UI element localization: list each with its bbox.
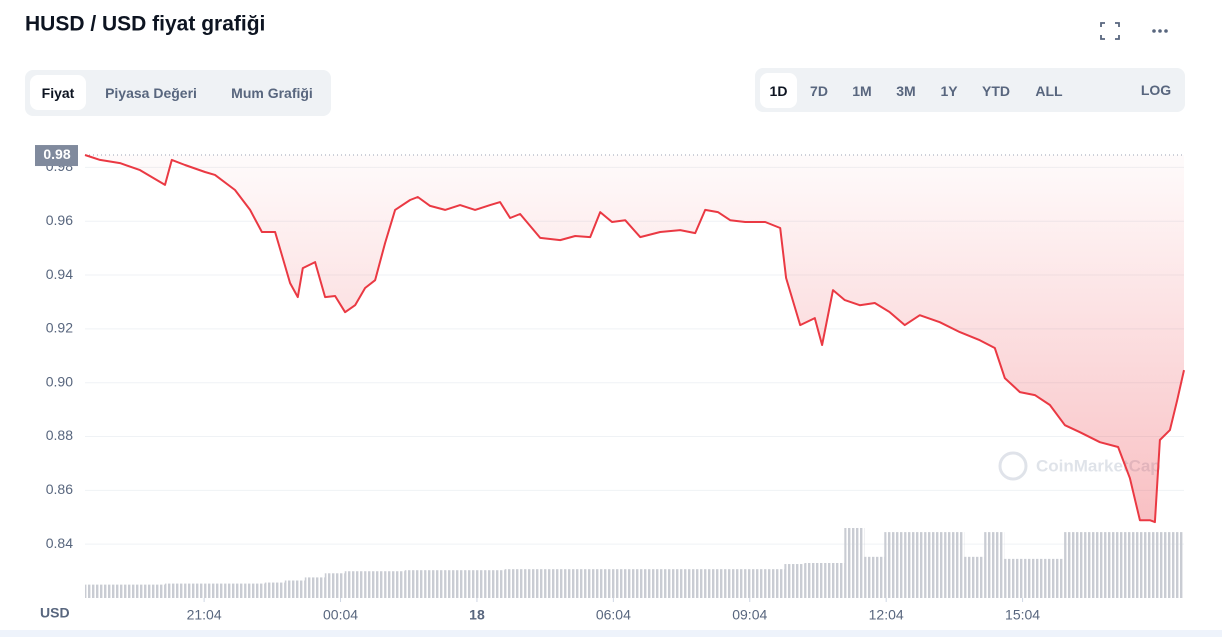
x-tick-label: 15:04 bbox=[1005, 607, 1040, 623]
volume-bar bbox=[244, 583, 265, 598]
navigator-strip bbox=[0, 630, 1222, 637]
reference-label: 0.98 bbox=[43, 146, 70, 162]
volume-bar bbox=[924, 532, 945, 598]
volume-bar bbox=[324, 573, 345, 598]
tab[interactable]: Fiyat bbox=[30, 75, 86, 110]
y-tick-label: 0.94 bbox=[46, 266, 73, 282]
range-button[interactable]: YTD bbox=[982, 82, 1010, 99]
volume-bar bbox=[304, 577, 325, 598]
tab[interactable]: Mum Grafiği bbox=[231, 84, 313, 101]
volume-bar bbox=[664, 569, 685, 598]
volume-bar bbox=[724, 569, 745, 598]
volume-bar bbox=[1064, 532, 1085, 598]
volume-bar bbox=[164, 583, 185, 598]
y-tick-label: 0.86 bbox=[46, 481, 73, 497]
volume-bar bbox=[85, 584, 105, 598]
volume-bar bbox=[404, 570, 425, 598]
volume-bar bbox=[764, 569, 785, 598]
range-button[interactable]: 1Y bbox=[940, 82, 958, 99]
y-tick-label: 0.96 bbox=[46, 212, 73, 228]
volume-bar bbox=[644, 569, 665, 598]
tab[interactable]: Piyasa Değeri bbox=[105, 84, 197, 101]
volume-bar bbox=[744, 569, 765, 598]
volume-bar bbox=[104, 584, 125, 598]
volume-bar bbox=[344, 571, 365, 598]
volume-bar bbox=[224, 583, 245, 598]
range-button[interactable]: 7D bbox=[810, 82, 828, 99]
range-button[interactable]: ALL bbox=[1035, 82, 1063, 99]
range-button[interactable]: 1M bbox=[852, 82, 872, 99]
volume-bar bbox=[204, 583, 225, 598]
volume-bar bbox=[544, 569, 565, 598]
volume-bar bbox=[464, 570, 485, 598]
volume-bar bbox=[864, 556, 885, 598]
more-icon[interactable] bbox=[1152, 29, 1168, 33]
volume-bar bbox=[144, 584, 165, 598]
volume-bar bbox=[384, 571, 405, 598]
volume-bar bbox=[1024, 558, 1045, 598]
volume-bar bbox=[784, 564, 805, 598]
y-tick-label: 0.90 bbox=[46, 373, 73, 389]
volume-bar bbox=[284, 580, 305, 598]
volume-bar bbox=[364, 571, 385, 598]
volume-bar bbox=[964, 556, 985, 598]
volume-bar bbox=[1104, 532, 1125, 598]
volume-bar bbox=[1004, 558, 1025, 598]
range-button[interactable]: 3M bbox=[896, 82, 916, 99]
volume-bar bbox=[944, 532, 965, 598]
volume-bar bbox=[624, 569, 645, 598]
volume-bar bbox=[984, 532, 1005, 598]
volume-bar bbox=[824, 563, 845, 598]
volume-bar bbox=[1144, 532, 1165, 598]
volume-bar bbox=[1084, 532, 1105, 598]
y-tick-label: 0.92 bbox=[46, 320, 73, 336]
volume-bar bbox=[264, 582, 285, 598]
volume-bar bbox=[564, 569, 585, 598]
volume-bar bbox=[444, 570, 465, 598]
log-button[interactable]: LOG bbox=[1140, 81, 1172, 98]
volume-bar bbox=[804, 563, 825, 598]
fullscreen-icon[interactable] bbox=[1100, 22, 1120, 40]
x-tick-label: 12:04 bbox=[869, 607, 904, 623]
volume-bar bbox=[504, 569, 525, 598]
x-tick-label: 00:04 bbox=[323, 607, 358, 623]
x-tick-label: 18 bbox=[469, 607, 485, 623]
x-tick-label: 09:04 bbox=[732, 607, 767, 623]
watermark-logo bbox=[998, 451, 1028, 481]
volume-bar bbox=[484, 570, 505, 598]
volume-bar bbox=[904, 532, 925, 598]
volume-bar bbox=[184, 583, 205, 598]
y-tick-label: 0.84 bbox=[46, 535, 73, 551]
range-button[interactable]: 1D bbox=[760, 73, 797, 108]
area bbox=[85, 155, 1184, 523]
volume-bar bbox=[684, 569, 705, 598]
volume-bar bbox=[844, 528, 865, 598]
volume-bar bbox=[124, 584, 145, 598]
x-axis-label: USD bbox=[40, 605, 70, 621]
volume-bar bbox=[1164, 532, 1184, 598]
volume-bar bbox=[884, 532, 905, 598]
volume-bar bbox=[1044, 558, 1065, 598]
volume-bar bbox=[604, 569, 625, 598]
volume-bar bbox=[1124, 532, 1145, 598]
price-line bbox=[84, 154, 1185, 524]
range-group bbox=[755, 68, 1185, 112]
volume-bar bbox=[424, 570, 445, 598]
volume-bar bbox=[524, 569, 545, 598]
reference-label-box bbox=[35, 145, 78, 167]
chart-title: HUSD / USD fiyat grafiği bbox=[25, 13, 265, 36]
x-tick-label: 06:04 bbox=[596, 607, 631, 623]
y-tick-label: 0.88 bbox=[46, 427, 73, 443]
x-tick-label: 21:04 bbox=[187, 607, 222, 623]
volume-bar bbox=[584, 569, 605, 598]
volume-bar bbox=[704, 569, 725, 598]
